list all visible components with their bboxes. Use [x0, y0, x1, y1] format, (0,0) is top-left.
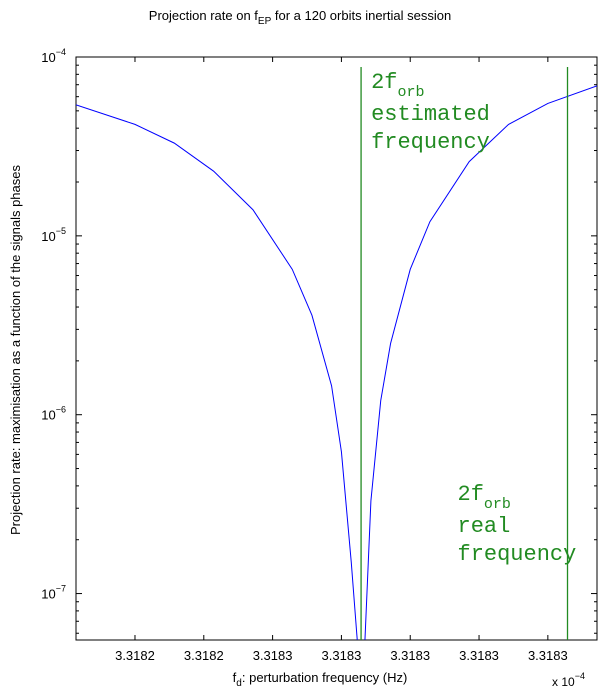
- x-tick-label: 3.3183: [253, 648, 293, 663]
- x-tick-label: 3.3183: [528, 648, 568, 663]
- x-tick-label: 3.3183: [390, 648, 430, 663]
- frequency-marker-label: 2forb: [371, 70, 424, 101]
- y-tick-label: 10−7: [41, 584, 66, 602]
- y-tick-label: 10−4: [41, 47, 66, 65]
- x-tick-label: 3.3183: [459, 648, 499, 663]
- plot-area: 3.3182 3.3182 3.3183 3.3183 3.3183 3.3183 3.31…: [41, 47, 598, 663]
- frequency-marker-label: frequency: [458, 542, 577, 567]
- y-axis-label: Projection rate: maximisation as a funct…: [8, 165, 23, 535]
- y-tick-label: 10−5: [41, 226, 66, 244]
- frequency-marker-label: estimated: [371, 102, 490, 127]
- x-axis-label: fd: perturbation frequency (Hz): [233, 670, 408, 689]
- x-tick-label: 3.3182: [184, 648, 224, 663]
- x-tick-label: 3.3183: [322, 648, 362, 663]
- x-tick-label: 3.3182: [115, 648, 155, 663]
- frequency-marker-label: real: [458, 514, 511, 539]
- frequency-marker-label: frequency: [371, 130, 490, 155]
- chart-title: Projection rate on fEP for a 120 orbits …: [149, 8, 451, 27]
- x-axis-multiplier: x 10−4: [552, 671, 585, 689]
- plot-frame: [75, 56, 598, 641]
- frequency-marker-label: 2forb: [458, 482, 511, 513]
- series-line: [76, 85, 597, 640]
- y-tick-label: 10−6: [41, 405, 66, 423]
